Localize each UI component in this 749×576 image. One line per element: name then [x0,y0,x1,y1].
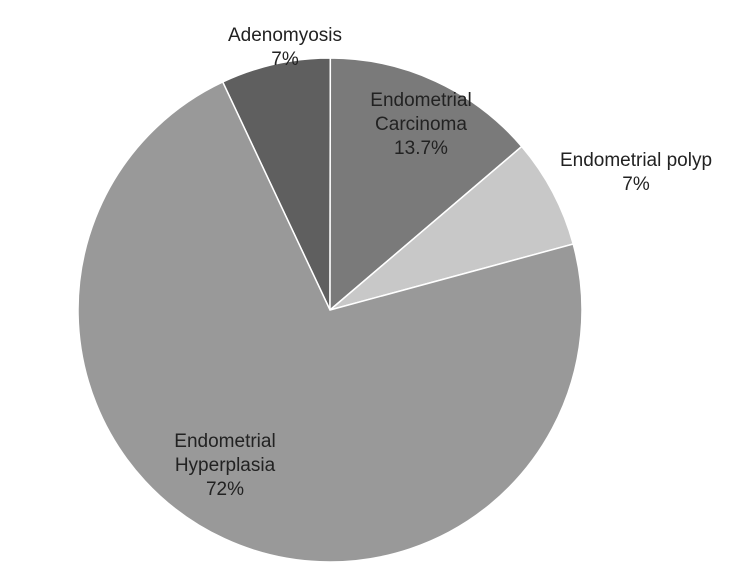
label-value: 13.7% [370,137,471,161]
label-line: Endometrial [370,89,471,113]
label-carcinoma: EndometrialCarcinoma13.7% [370,89,471,160]
label-value: 7% [560,173,712,197]
label-line: Endometrial [174,430,275,454]
pie-chart: Adenomyosis7%EndometrialCarcinoma13.7%En… [0,0,749,576]
label-adenomyosis: Adenomyosis7% [228,24,342,72]
label-polyp: Endometrial polyp7% [560,149,712,197]
label-line: Endometrial polyp [560,149,712,173]
label-value: 72% [174,478,275,502]
label-hyperplasia: EndometrialHyperplasia72% [174,430,275,501]
label-line: Hyperplasia [174,454,275,478]
label-line: Carcinoma [370,113,471,137]
label-line: Adenomyosis [228,24,342,48]
label-value: 7% [228,48,342,72]
pie-svg [0,0,749,576]
